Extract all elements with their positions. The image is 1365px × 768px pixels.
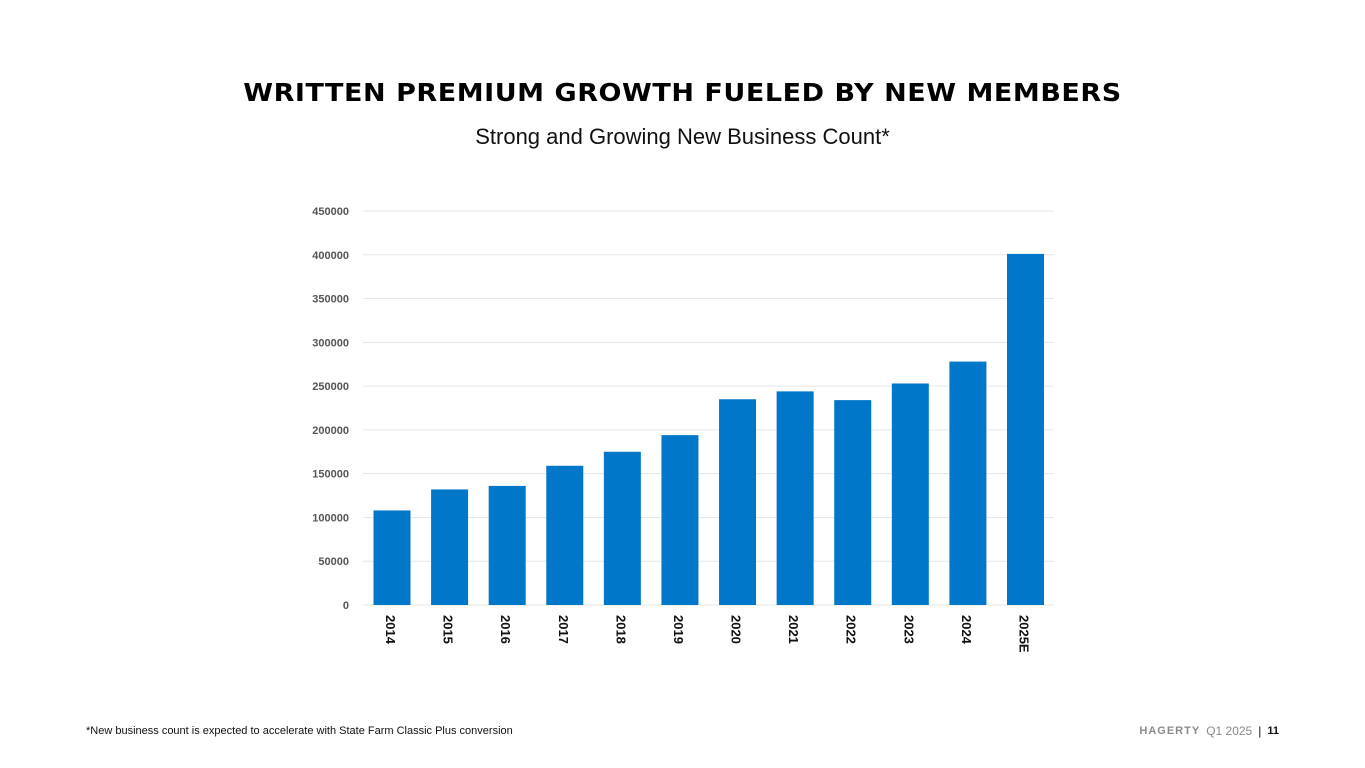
chart-subtitle: Strong and Growing New Business Count* (475, 124, 890, 149)
slide-footer: HAGERTY Q1 2025 | 11 (1139, 724, 1279, 738)
y-tick-label: 350000 (312, 294, 349, 306)
x-tick-label: 2024 (959, 615, 974, 645)
bar-2022 (834, 400, 872, 605)
bar-2018 (603, 451, 641, 605)
x-tick-label: 2020 (729, 615, 744, 644)
bar-2023 (891, 383, 929, 605)
y-tick-label: 450000 (312, 206, 349, 218)
bar-2019 (661, 435, 699, 605)
page-number: 11 (1267, 725, 1279, 737)
y-tick-label: 50000 (318, 556, 349, 568)
footnote: *New business count is expected to accel… (86, 725, 513, 737)
footer-divider: | (1258, 724, 1262, 738)
x-tick-label: 2025E (1017, 615, 1032, 653)
x-tick-label: 2014 (383, 615, 398, 645)
bar-2024 (949, 361, 987, 605)
bar-2016 (488, 485, 526, 605)
x-tick-label: 2018 (613, 615, 628, 644)
x-tick-label: 2017 (556, 615, 571, 644)
slide-title: WRITTEN PREMIUM GROWTH FUELED BY NEW MEM… (243, 78, 1122, 107)
x-tick-label: 2015 (441, 615, 456, 644)
bar-2017 (546, 465, 584, 605)
x-tick-label: 2022 (844, 615, 859, 644)
y-tick-label: 200000 (312, 425, 349, 437)
y-tick-label: 0 (343, 600, 349, 612)
bar-2021 (776, 391, 814, 605)
x-tick-label: 2021 (786, 615, 801, 644)
bar-2025e (1007, 253, 1044, 605)
x-tick-label: 2016 (498, 615, 513, 644)
bar-2015 (431, 489, 469, 605)
y-tick-label: 150000 (312, 469, 349, 481)
quarter-label: Q1 2025 (1206, 724, 1253, 738)
y-tick-label: 300000 (312, 337, 349, 349)
bar-2020 (719, 399, 757, 605)
x-tick-label: 2023 (901, 615, 916, 644)
brand-logo: HAGERTY (1139, 725, 1201, 737)
x-tick-label: 2019 (671, 615, 686, 644)
y-tick-label: 400000 (312, 250, 349, 262)
bar-2014 (373, 510, 411, 605)
y-tick-label: 250000 (312, 381, 349, 393)
y-tick-label: 100000 (312, 512, 349, 524)
